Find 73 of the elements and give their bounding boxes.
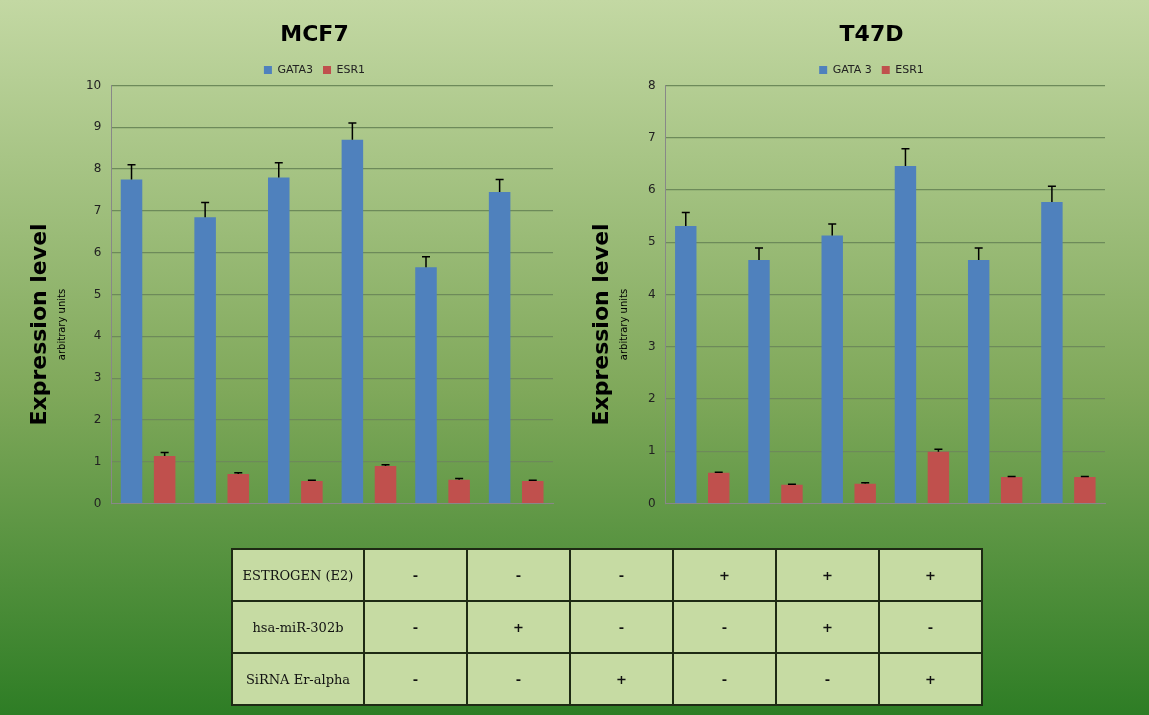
y-tick-label: 7 <box>93 202 102 217</box>
legend-label: GATA 3 <box>832 62 872 76</box>
text: - <box>721 619 728 635</box>
bar <box>708 472 730 503</box>
category-label: hsa-miR-302b <box>252 619 344 635</box>
y-tick-label: 2 <box>93 412 102 427</box>
y-tick-label: 5 <box>647 234 656 249</box>
bar <box>854 483 876 503</box>
bar <box>374 465 397 503</box>
y-tick-label: 0 <box>647 495 656 510</box>
bar <box>821 235 843 503</box>
text: - <box>515 567 522 583</box>
bar <box>781 484 803 503</box>
text: + <box>719 567 730 583</box>
y-tick-label: 10 <box>85 77 102 92</box>
bar <box>120 179 143 503</box>
bar <box>675 226 697 503</box>
bar <box>267 177 290 503</box>
category-label: SiRNA Er-alpha <box>245 671 351 687</box>
chart-title: MCF7 <box>280 20 349 46</box>
y-tick-label: 8 <box>93 161 102 176</box>
text: - <box>618 567 625 583</box>
y-tick-label: 2 <box>647 391 656 406</box>
bar <box>748 260 770 503</box>
text: - <box>824 671 831 687</box>
text: - <box>721 671 728 687</box>
bar <box>194 217 216 503</box>
legend-label: ESR1 <box>336 62 366 76</box>
text: + <box>925 671 936 687</box>
y-tick-label: 8 <box>647 77 656 92</box>
bar <box>488 192 511 503</box>
text: - <box>412 671 419 687</box>
bar <box>341 139 364 503</box>
text: - <box>927 619 934 635</box>
y-tick-label: 3 <box>93 370 102 385</box>
text: + <box>822 567 833 583</box>
bar <box>448 479 470 503</box>
y-tick-label: 3 <box>647 338 656 353</box>
y-tick-label: 7 <box>647 129 656 144</box>
text: + <box>822 619 833 635</box>
y-tick-label: 6 <box>647 182 656 197</box>
category-label: ESTROGEN (E2) <box>242 567 354 583</box>
bar <box>227 473 250 503</box>
text: + <box>925 567 936 583</box>
bar <box>1041 201 1063 503</box>
bar <box>521 481 544 503</box>
y-tick-label: 4 <box>93 328 102 343</box>
y-tick-label: 4 <box>647 286 656 301</box>
text: - <box>412 567 419 583</box>
text: + <box>513 619 524 635</box>
y-tick-label: 1 <box>93 453 102 468</box>
bar <box>153 455 176 503</box>
bar <box>927 451 950 503</box>
bar <box>415 267 437 503</box>
y-tick-label: 5 <box>93 286 102 301</box>
legend-label: GATA3 <box>277 62 314 76</box>
bar <box>1000 476 1023 503</box>
y-tick-label: 1 <box>647 443 656 458</box>
y-tick-label: 0 <box>93 495 102 510</box>
bar <box>894 165 917 503</box>
text: + <box>616 671 627 687</box>
legend-label: ESR1 <box>895 62 924 76</box>
bar <box>967 260 990 503</box>
text: - <box>412 619 419 635</box>
chart-title: T47D <box>839 20 904 46</box>
text: - <box>618 619 625 635</box>
bar <box>301 481 323 503</box>
text: - <box>515 671 522 687</box>
y-axis-title: Expression level arbitrary units <box>587 223 629 426</box>
y-tick-label: 6 <box>93 244 102 259</box>
y-axis-title: Expression level arbitrary units <box>25 223 67 426</box>
bar <box>1074 476 1096 503</box>
y-tick-label: 9 <box>93 119 102 134</box>
